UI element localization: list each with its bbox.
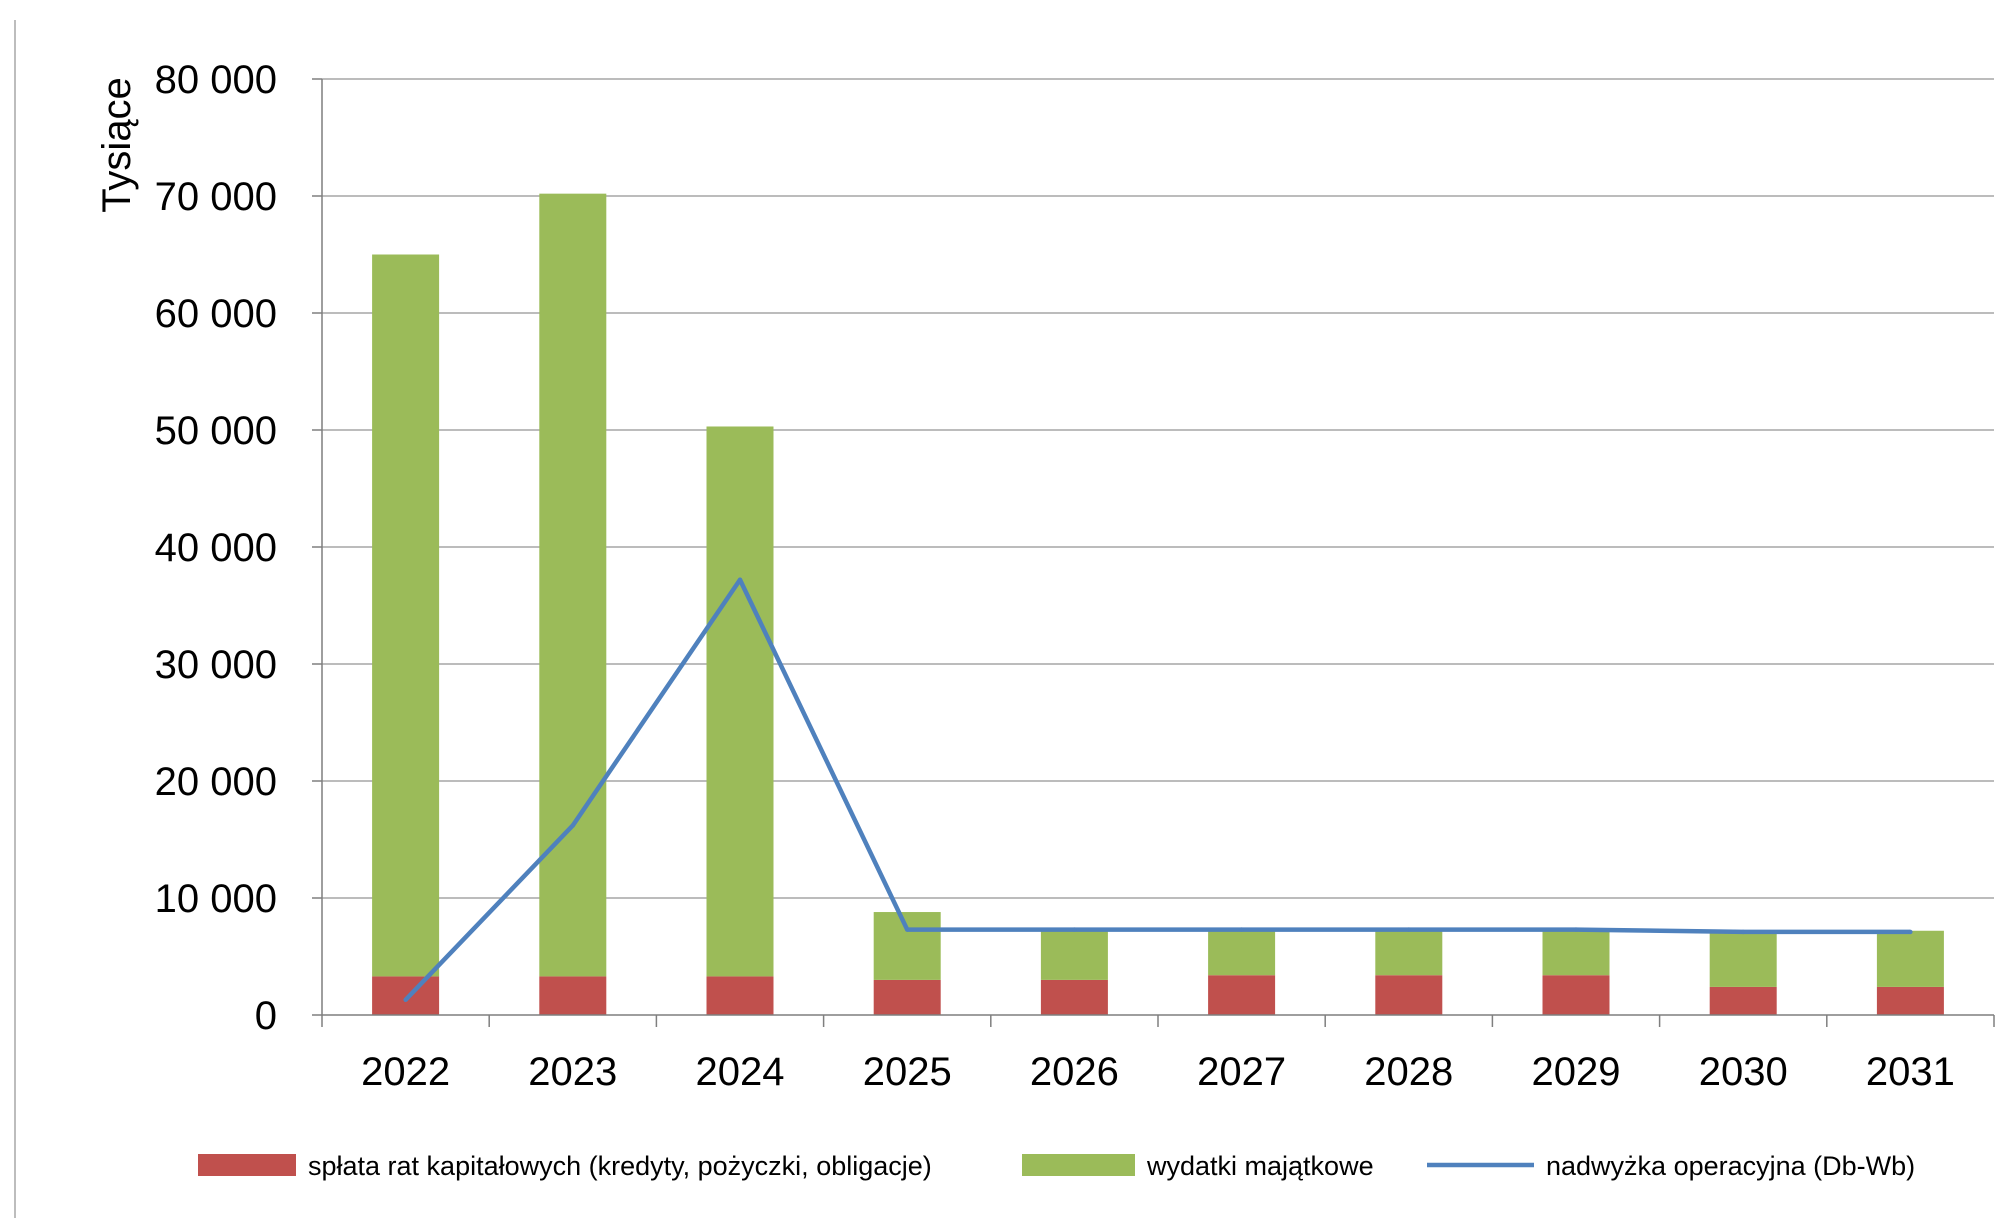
legend-label: nadwyżka operacyjna (Db-Wb) [1546,1151,1915,1181]
legend-swatch [1022,1154,1135,1176]
x-tick-label: 2028 [1364,1050,1453,1094]
y-tick-label: 30 000 [155,643,277,687]
legend-swatch [198,1154,296,1176]
bar-segment [1208,929,1276,976]
bar-segment [873,912,941,980]
y-tick-label: 40 000 [155,526,277,570]
y-tick-label: 10 000 [155,877,277,921]
bar-segment [873,979,941,1015]
line-point [737,577,743,582]
bar-segment [1208,975,1276,1015]
line-point [1406,927,1412,932]
x-tick-label: 2030 [1699,1050,1788,1094]
bar-segment [372,254,440,977]
line-series [403,577,1913,1002]
x-tick-label: 2023 [528,1050,617,1094]
line-point [1239,927,1244,932]
line-point [905,927,910,932]
bar-segment [1709,930,1777,987]
y-axis-label: Tysiące [95,77,139,213]
x-tick-label: 2029 [1532,1050,1621,1094]
line-point [1072,927,1077,932]
bar-segment [539,976,607,1015]
bars [372,193,1944,1015]
bar-segment [706,976,774,1015]
x-tick-label: 2025 [863,1050,952,1094]
x-tick-label: 2031 [1866,1050,1955,1094]
y-tick-labels: 0 10 000 20 000 30 000 40 000 50 000 60 000 70 … [155,58,277,1038]
y-tick-label: 70 000 [155,175,277,219]
line-point [1741,929,1746,935]
bar-segment [1876,986,1944,1015]
y-tick-label: 60 000 [155,292,277,336]
bar-segment [1876,930,1944,987]
bar-segment [1375,975,1443,1015]
bar-segment [1542,975,1610,1015]
bar-segment [372,976,440,1015]
x-tick-label: 2022 [361,1050,450,1094]
legend: spłata rat kapitałowych (kredyty, pożycz… [198,1151,1915,1181]
left-border-line [14,20,16,1218]
y-tick-label: 50 000 [155,409,277,453]
y-tick-label: 0 [255,994,277,1038]
bar-segment [1040,929,1108,980]
y-tick-label: 80 000 [155,58,277,102]
legend-label: spłata rat kapitałowych (kredyty, pożycz… [308,1151,932,1181]
line-series-path [403,577,1911,1002]
line-point [1908,929,1913,935]
line-point [403,997,408,1002]
bar-segment [1542,929,1610,976]
axes [312,78,1995,1027]
legend-label: wydatki majątkowe [1146,1151,1374,1181]
line-point [570,823,575,828]
x-tick-label: 2027 [1197,1050,1286,1094]
x-tick-label: 2026 [1030,1050,1119,1094]
x-tick-labels: 2022 2023 2024 2025 2026 2027 2028 2029 2030 2031 [361,1050,1955,1094]
bar-segment [1375,929,1443,976]
x-tick-label: 2024 [696,1050,785,1094]
bar-segment [1709,986,1777,1015]
bar-segment [706,426,774,977]
bar-segment [539,193,607,977]
bar-segment [1040,979,1108,1015]
y-tick-label: 20 000 [155,760,277,804]
line-point [1573,927,1579,932]
